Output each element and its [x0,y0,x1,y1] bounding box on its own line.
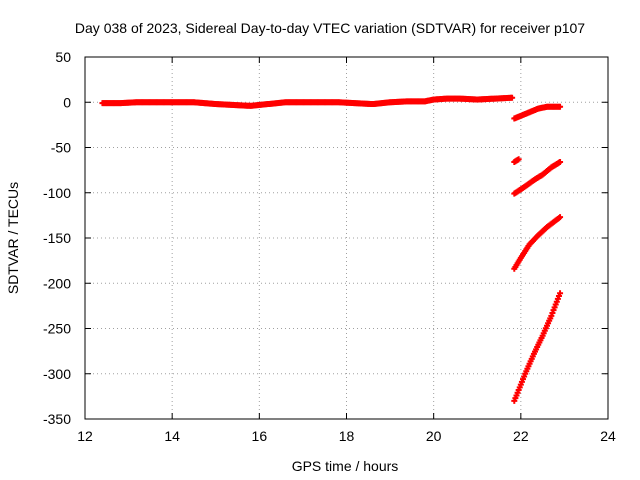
y-tick-label: -150 [43,230,71,246]
data-series [511,290,564,404]
x-tick-label: 18 [339,428,355,444]
data-series [511,103,564,122]
data-points [99,94,564,404]
data-series [511,214,564,272]
data-point [557,214,564,221]
x-tick-label: 16 [252,428,268,444]
data-series [511,158,564,197]
axis-ticks: 12 14 16 18 20 22 24 50 0 -50 -100 -150 -200 -250 -300… [43,49,616,444]
data-point [557,103,564,110]
y-tick-label: 50 [55,49,71,65]
x-tick-label: 12 [77,428,93,444]
x-tick-label: 24 [600,428,616,444]
y-tick-label: -250 [43,321,71,337]
y-tick-label: -100 [43,185,71,201]
y-tick-label: 0 [63,94,71,110]
grid-lines [85,57,608,419]
x-tick-label: 14 [164,428,180,444]
chart-title: Day 038 of 2023, Sidereal Day-to-day VTE… [75,20,585,36]
y-tick-label: -350 [43,411,71,427]
data-series [99,94,516,109]
data-point [509,94,516,101]
x-tick-label: 20 [426,428,442,444]
x-tick-label: 22 [513,428,529,444]
y-axis-label: SDTVAR / TECUs [5,182,21,294]
data-point [557,290,564,297]
data-point [515,156,522,163]
x-axis-label: GPS time / hours [292,458,399,474]
y-tick-label: -300 [43,366,71,382]
data-point [557,158,564,165]
y-tick-label: -50 [51,140,71,156]
y-tick-label: -200 [43,275,71,291]
data-series [511,156,522,165]
